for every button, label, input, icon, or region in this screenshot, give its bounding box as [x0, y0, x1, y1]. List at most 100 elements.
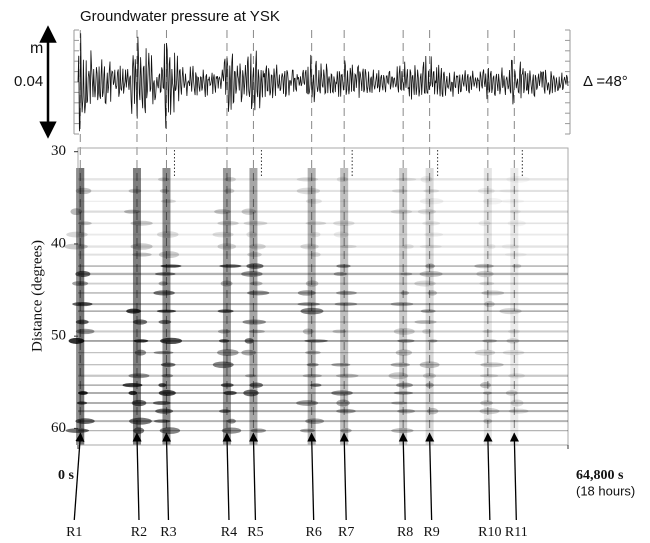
section-blob	[400, 272, 413, 276]
y-tick-label: 30	[51, 143, 66, 159]
x-tick-label: 64,800 s	[576, 468, 624, 483]
section-blob	[247, 252, 262, 258]
section-blob	[482, 329, 493, 333]
arrival-strip	[76, 168, 85, 445]
section-blob	[396, 382, 413, 388]
section-blob	[247, 290, 270, 296]
section-blob	[158, 383, 167, 388]
section-blob	[305, 280, 319, 287]
section-blob	[395, 177, 417, 181]
arrival-arrow	[483, 432, 493, 521]
arrival-strip	[132, 168, 141, 445]
section-blob	[126, 308, 141, 314]
section-blob	[159, 427, 181, 434]
section-blob	[297, 302, 320, 306]
section-blob	[130, 220, 153, 226]
section-blob	[160, 199, 176, 204]
section-blob	[219, 409, 231, 413]
section-blob	[159, 188, 170, 194]
section-blob	[484, 301, 495, 308]
section-blob	[336, 176, 349, 183]
section-blob	[336, 264, 351, 268]
section-blob	[158, 251, 180, 259]
section-blob	[502, 349, 525, 356]
section-blob	[64, 243, 88, 250]
section-blob	[249, 243, 266, 250]
section-blob	[310, 252, 321, 257]
section-blob	[508, 329, 520, 334]
section-blob	[153, 351, 174, 355]
section-blob	[507, 220, 526, 227]
x-note: (18 hours)	[576, 483, 635, 498]
section-blob	[333, 220, 355, 226]
section-blob	[249, 382, 264, 388]
section-blob	[72, 302, 93, 307]
arrival-label: R10	[478, 525, 501, 540]
section-blob	[482, 339, 497, 343]
section-blob	[68, 337, 85, 344]
section-blob	[335, 373, 359, 378]
section-blob	[419, 198, 444, 205]
section-blob	[212, 231, 234, 238]
arrival-strip	[510, 168, 519, 445]
section-blob	[305, 198, 322, 204]
section-blob	[302, 328, 314, 335]
arrival-label: R6	[305, 525, 321, 540]
section-blob	[78, 391, 88, 395]
section-blob	[241, 271, 263, 277]
section-blob	[241, 349, 256, 356]
x-tick-label: 0 s	[58, 468, 75, 483]
section-blob	[482, 391, 492, 395]
section-blob	[224, 188, 235, 194]
amplitude-scale-label: 0.04	[14, 73, 43, 90]
section-blob	[336, 290, 357, 296]
section-blob	[334, 302, 358, 306]
section-blob	[417, 208, 436, 215]
distance-label: Δ =48°	[583, 73, 628, 90]
section-blob	[401, 244, 414, 249]
section-blob	[504, 252, 527, 257]
section-blob	[499, 308, 522, 315]
section-blob	[297, 290, 316, 296]
section-blob	[391, 189, 408, 193]
section-blob	[333, 271, 347, 277]
section-blob	[422, 372, 436, 379]
section-blob	[395, 349, 412, 356]
section-frame	[77, 147, 569, 446]
section-blob	[479, 281, 495, 286]
arrival-label: R11	[505, 525, 528, 540]
section-blob	[400, 290, 409, 296]
section-blob	[474, 263, 494, 269]
arrival-strip	[162, 168, 171, 445]
section-blob	[156, 231, 179, 238]
section-blob	[336, 399, 350, 407]
section-blob	[296, 187, 321, 195]
section-blob	[391, 428, 414, 434]
section-blob	[244, 338, 254, 344]
section-blob	[241, 208, 257, 215]
section-blob	[501, 199, 525, 203]
section-blob	[393, 328, 415, 335]
section-blob	[480, 382, 492, 389]
chart-title: Groundwater pressure at YSK	[80, 8, 280, 25]
section-blob	[391, 401, 408, 405]
section-blob	[427, 339, 438, 343]
section-blob	[217, 243, 237, 250]
section-blob	[75, 328, 95, 335]
section-blob	[153, 290, 175, 296]
section-blob	[423, 189, 440, 193]
arrival-strip	[425, 168, 434, 445]
section-blob	[158, 281, 168, 286]
section-blob	[420, 309, 436, 314]
section-blob	[217, 349, 239, 357]
section-blob	[75, 270, 91, 278]
section-blob	[397, 408, 415, 414]
section-blob	[397, 339, 415, 343]
section-blob	[153, 419, 171, 423]
section-blob	[331, 390, 353, 396]
arrival-strip	[483, 168, 492, 445]
section-blob	[160, 264, 182, 268]
section-blob	[158, 319, 172, 325]
section-blob	[244, 374, 256, 378]
section-blob	[427, 290, 437, 296]
